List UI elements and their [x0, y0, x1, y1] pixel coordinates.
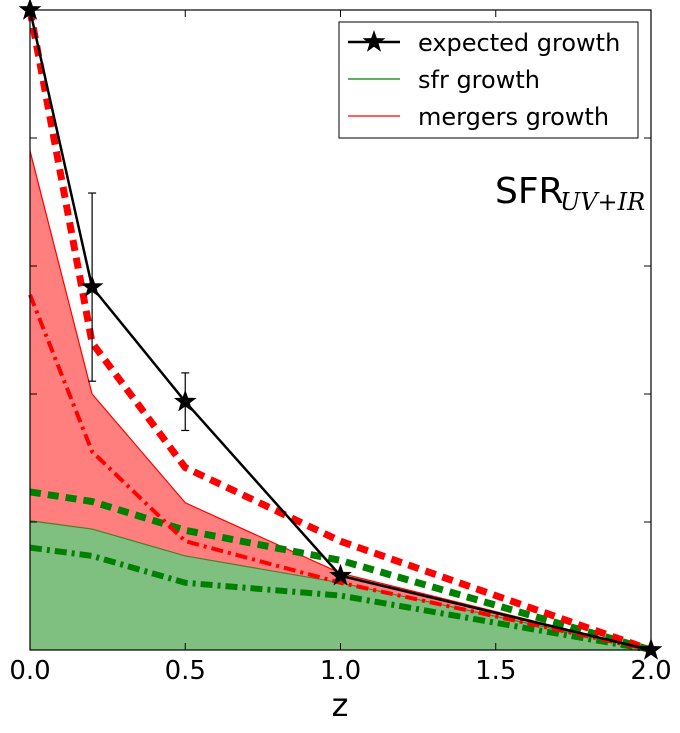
mergers-upper-line: [26, 9, 653, 654]
annotation: SFR UV+IR: [495, 171, 645, 216]
expected-growth-point: [329, 563, 352, 586]
legend-label-mergers: mergers growth: [418, 103, 609, 131]
mergers-growth-edge: [29, 150, 652, 651]
x-tick-label: 1.0: [320, 656, 361, 686]
x-tick-label: 2.0: [630, 656, 671, 686]
sfr-upper-line: [29, 488, 652, 654]
expected-growth-point: [173, 389, 197, 412]
legend-label-sfr: sfr growth: [418, 66, 540, 94]
sfr-growth-edge: [29, 520, 652, 651]
x-tick-label: 0.5: [165, 656, 206, 686]
annotation-subscript: UV+IR: [560, 188, 645, 216]
x-axis-label: z: [332, 686, 349, 724]
x-tick-label: 0.0: [9, 656, 50, 686]
legend: expected growth sfr growth mergers growt…: [338, 21, 639, 139]
legend-star-icon: [362, 30, 386, 52]
x-tick-label: 1.5: [475, 656, 516, 686]
expected-growth-point: [80, 275, 104, 297]
annotation-main: SFR: [495, 171, 564, 212]
legend-label-expected: expected growth: [418, 29, 620, 57]
axis-ticks: 0.0 0.5 1.0 1.5 2.0: [9, 10, 672, 686]
mergers-growth-area: [30, 150, 651, 651]
sfr-lower-line: [29, 544, 652, 653]
